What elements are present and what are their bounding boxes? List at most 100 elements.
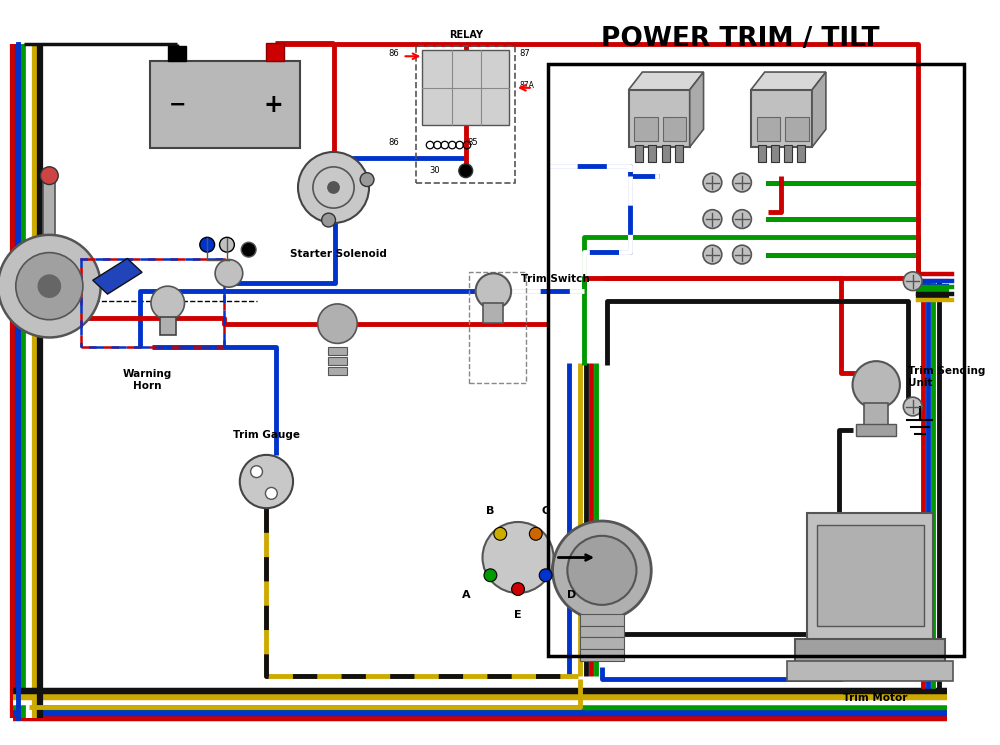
Bar [266,43,284,61]
Bar [168,46,186,61]
Bar [629,90,690,147]
Circle shape [241,242,256,257]
Bar [864,402,888,430]
Bar [758,145,766,162]
Bar [43,176,55,237]
Bar [751,90,812,147]
Polygon shape [629,72,704,90]
Circle shape [703,245,722,264]
Circle shape [539,569,552,582]
Bar [483,303,503,323]
Bar [797,145,805,162]
Bar [757,117,780,141]
Circle shape [733,245,751,264]
Polygon shape [93,259,142,294]
Text: +: + [0,291,9,301]
Text: Trim Gauge: Trim Gauge [233,430,300,440]
Text: Starter Solenoid: Starter Solenoid [290,249,387,259]
Text: 87: 87 [519,49,530,58]
Circle shape [494,527,507,540]
Text: −: − [169,95,186,115]
Circle shape [151,286,185,320]
Bar [160,317,176,335]
Text: RELAY: RELAY [449,31,483,40]
Text: Trim Motor: Trim Motor [843,693,907,703]
Bar [785,117,809,141]
Circle shape [240,455,293,508]
Circle shape [476,273,511,309]
Bar [580,626,624,638]
Circle shape [459,164,473,177]
Bar [328,367,347,375]
Circle shape [37,274,61,298]
Circle shape [733,209,751,229]
Circle shape [512,583,524,595]
Circle shape [703,173,722,192]
Circle shape [0,235,101,337]
Bar [580,638,624,650]
Circle shape [703,209,722,229]
Circle shape [327,181,340,194]
Polygon shape [812,72,826,147]
Bar [150,61,300,148]
Text: POWER TRIM / TILT: POWER TRIM / TILT [601,27,879,52]
Bar [81,259,224,347]
Bar [469,273,526,383]
Text: A: A [462,590,471,600]
Circle shape [298,152,369,223]
Circle shape [360,173,374,186]
Text: Trim Switch: Trim Switch [521,274,590,285]
Bar [634,117,658,141]
Bar [856,425,896,436]
Text: D: D [567,590,576,600]
Text: 30: 30 [429,165,439,174]
Text: 85: 85 [468,138,478,147]
Circle shape [318,304,357,343]
Bar [662,145,670,162]
Circle shape [484,569,497,582]
Text: Warning
Horn: Warning Horn [123,369,172,390]
Circle shape [215,259,243,287]
Bar [784,145,792,162]
Circle shape [40,167,58,185]
Circle shape [265,487,277,499]
Bar [81,259,224,347]
Text: Trim Sending
Unit: Trim Sending Unit [908,366,985,387]
Circle shape [853,361,900,408]
Text: E: E [514,609,522,620]
Text: 86: 86 [388,49,399,58]
Circle shape [322,213,335,227]
Circle shape [567,536,636,605]
Bar [795,639,945,665]
Bar [675,145,683,162]
Text: +: + [263,92,283,117]
Bar [416,46,515,183]
Polygon shape [690,72,704,147]
Circle shape [903,397,922,416]
Bar [635,145,643,162]
Circle shape [903,272,922,291]
Circle shape [483,522,554,593]
Bar [787,661,953,681]
Polygon shape [751,72,826,90]
Circle shape [220,238,234,252]
Circle shape [733,173,751,192]
Bar [771,145,779,162]
Circle shape [529,527,542,540]
Bar [648,145,656,162]
Bar [817,525,924,626]
Text: C: C [542,506,550,516]
Circle shape [200,238,215,252]
Circle shape [553,521,651,620]
Circle shape [251,466,262,478]
Text: 86: 86 [388,138,399,147]
Bar [580,614,624,626]
Bar [807,513,933,644]
Bar [580,650,624,661]
Bar [328,357,347,365]
Text: 87A: 87A [519,80,534,90]
Text: B: B [486,506,495,516]
Bar [328,347,347,355]
Circle shape [16,253,83,320]
Bar [548,64,964,656]
